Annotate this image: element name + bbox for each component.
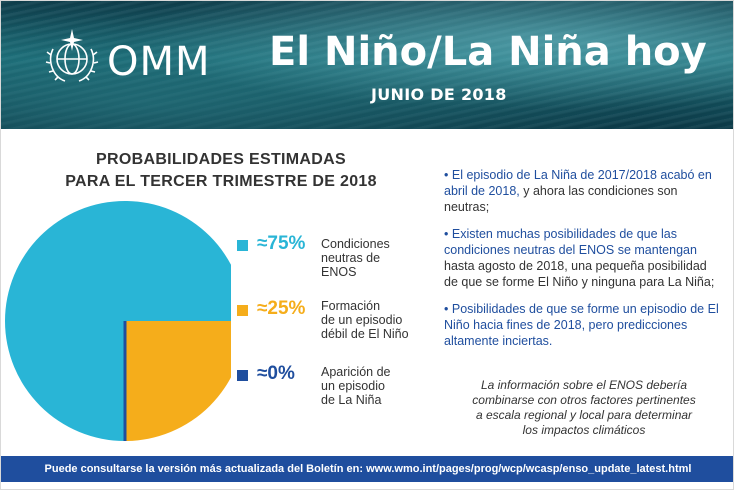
legend-value: ≈25% [257,298,306,319]
pie-slice-el-nino [125,321,231,441]
legend-label-line: neutras de [321,251,381,265]
pie-chart [5,201,231,441]
bullet-item: • Posibilidades de que se forme un episo… [444,301,724,349]
legend-label-line: ENOS [321,265,357,279]
bulletin-link[interactable]: www.wmo.int/pages/prog/wcp/wcasp/enso_up… [366,463,692,475]
legend-label-line: de La Niña [321,393,382,407]
logo-text: OMM [107,39,211,85]
chart-title: PROBABILIDADES ESTIMADAS PARA EL TERCER … [31,149,411,193]
legend-label-line: Aparición de [321,365,391,379]
bullet-dot: • [444,302,449,316]
bullet-highlight: Existen muchas posibilidades de que las … [444,227,697,257]
bullet-item: • El episodio de La Niña de 2017/2018 ac… [444,167,724,215]
enso-note: La información sobre el ENOS debería com… [472,378,696,437]
legend-value: ≈75% [257,233,306,254]
bullet-text: y ahora las condiciones son neutras; [444,184,678,214]
legend-label-line: Formación [321,299,381,313]
legend-label-line: de un episodio [321,313,403,327]
legend-label-line: Condiciones [321,237,390,251]
legend-value: ≈0% [257,363,295,384]
chart-title-line: PROBABILIDADES ESTIMADAS [96,151,346,168]
chart-title-line: PARA EL TERCER TRIMESTRE DE 2018 [65,173,377,190]
footer-text: Puede consultarse la versión más actuali… [44,463,367,475]
bullet-dot: • [444,227,449,241]
bullet-item: • Existen muchas posibilidades de que la… [444,226,724,290]
legend-swatch [237,370,248,381]
legend-label-line: débil de El Niño [321,327,409,341]
legend-label-line: un episodio [321,379,385,393]
bullet-text: hasta agosto de 2018, una pequeña posibi… [444,259,715,289]
summary-bullets: • El episodio de La Niña de 2017/2018 ac… [444,167,724,360]
main-title: El Niño/La Niña hoy [269,29,707,75]
legend-label: Formación de un episodio débil de El Niñ… [321,299,441,341]
bullet-highlight: Posibilidades de que se forme un episodi… [444,302,719,348]
footer-bar: Puede consultarse la versión más actuali… [1,456,733,482]
wmo-emblem-icon [45,29,99,82]
bullet-dot: • [444,168,449,182]
legend-label: Aparición de un episodio de La Niña [321,365,441,407]
date-subtitle: JUNIO DE 2018 [371,85,507,104]
legend-swatch [237,240,248,251]
legend-swatch [237,305,248,316]
bullet-highlight: El episodio de La Niña de 2017/2018 acab… [444,168,712,198]
pie-slice-neutral [5,201,231,441]
header-banner: OMM El Niño/La Niña hoy JUNIO DE 2018 [1,1,733,129]
legend-label: Condiciones neutras de ENOS [321,237,441,279]
